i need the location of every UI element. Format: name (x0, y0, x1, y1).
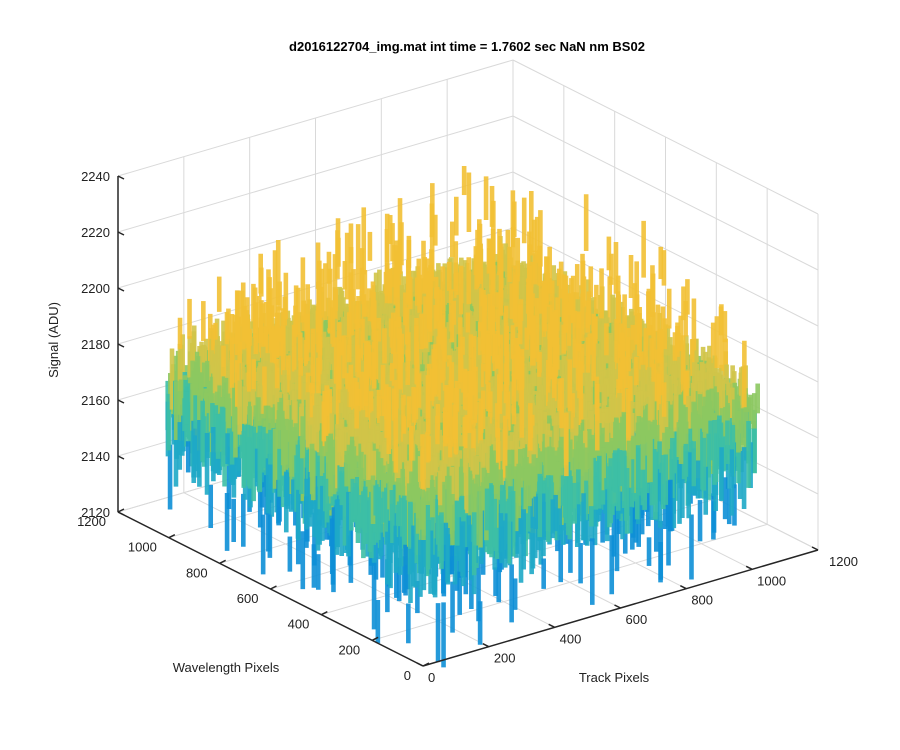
gridline (512, 227, 819, 383)
gridline (117, 115, 514, 233)
gridline (117, 227, 514, 345)
surface-plot (165, 166, 760, 668)
gridline (117, 171, 514, 289)
chart-title: d2016122704_img.mat int time = 1.7602 se… (289, 39, 645, 54)
gridline (512, 115, 819, 271)
gridline (117, 59, 514, 177)
gridline (512, 59, 819, 215)
gridline (512, 171, 819, 327)
